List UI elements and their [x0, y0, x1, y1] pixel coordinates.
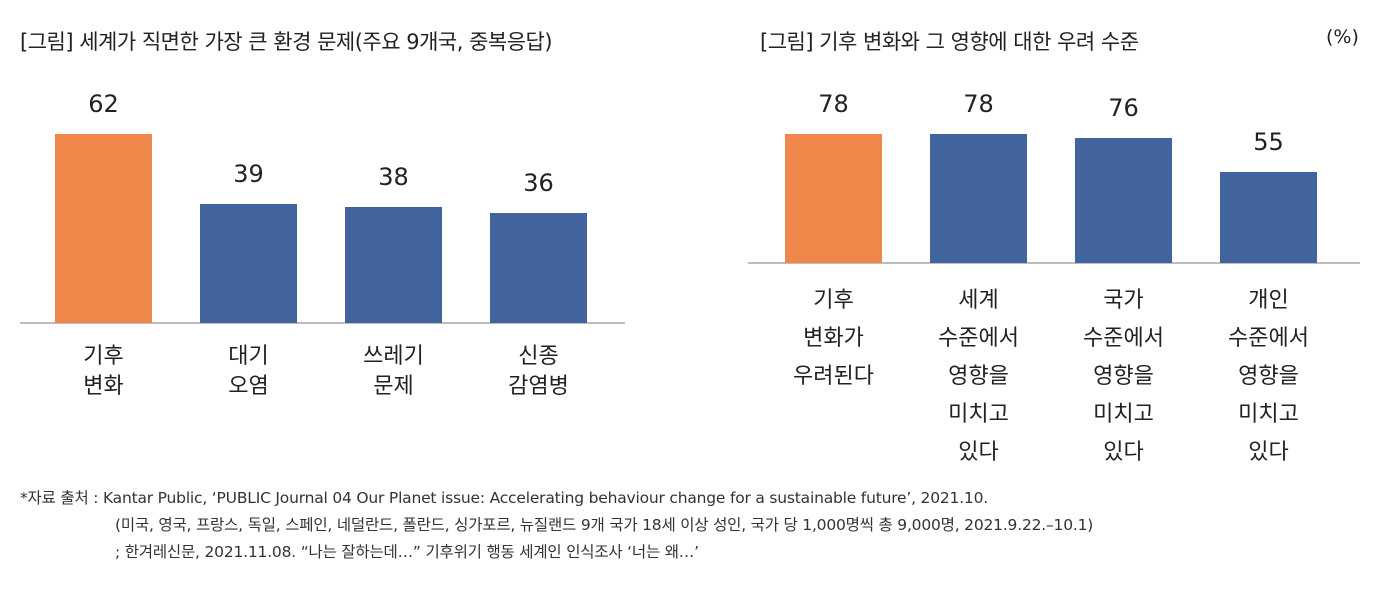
chart1-title: [그림] 세계가 직면한 가장 큰 환경 문제(주요 9개국, 중복응답)	[20, 30, 553, 54]
chart1-bar-2	[345, 207, 442, 323]
chart2-category-label-2: 국가 수준에서 영향을 미치고 있다	[1083, 288, 1164, 465]
footnote-source: *자료 출처 : Kantar Public, ‘PUBLIC Journal …	[20, 489, 988, 507]
chart2-value-label-0: 78	[818, 90, 849, 119]
chart1-bar-3	[490, 213, 587, 323]
chart1-axis	[20, 322, 625, 324]
footnote-news: ; 한겨레신문, 2021.11.08. “나는 잘하는데…” 기후위기 행동 …	[115, 543, 699, 561]
chart2-value-label-2: 76	[1108, 93, 1139, 122]
chart2-bar-2	[1075, 137, 1172, 263]
chart1-value-label-0: 62	[88, 89, 119, 118]
chart2-bar-1	[930, 134, 1027, 263]
chart1-category-label-2: 쓰레기 문제	[363, 344, 424, 399]
chart2-category-label-0: 기후 변화가 우려된다	[793, 288, 874, 389]
chart2-category-label-1: 세계 수준에서 영향을 미치고 있다	[938, 288, 1019, 465]
chart2-value-label-3: 55	[1253, 128, 1284, 157]
chart2-bar-0	[785, 134, 882, 263]
chart2-unit: (%)	[1326, 26, 1359, 48]
chart1-bar-1	[200, 204, 297, 323]
chart1-value-label-3: 36	[523, 169, 554, 198]
chart2-axis	[748, 262, 1360, 264]
chart1-category-label-3: 신종 감염병	[508, 344, 569, 399]
chart1-category-label-0: 기후 변화	[83, 344, 124, 399]
chart2-value-label-1: 78	[963, 90, 994, 119]
chart2-category-label-3: 개인 수준에서 영향을 미치고 있다	[1228, 288, 1309, 465]
chart2-title: [그림] 기후 변화와 그 영향에 대한 우려 수준	[760, 30, 1139, 54]
footnote-survey: (미국, 영국, 프랑스, 독일, 스페인, 네덜란드, 폴란드, 싱가포르, …	[115, 516, 1094, 534]
chart1-bar-0	[55, 133, 152, 323]
chart1-value-label-1: 39	[233, 160, 264, 189]
chart2-bar-3	[1220, 172, 1317, 263]
chart1-value-label-2: 38	[378, 163, 409, 192]
chart1-category-label-1: 대기 오염	[228, 344, 269, 399]
